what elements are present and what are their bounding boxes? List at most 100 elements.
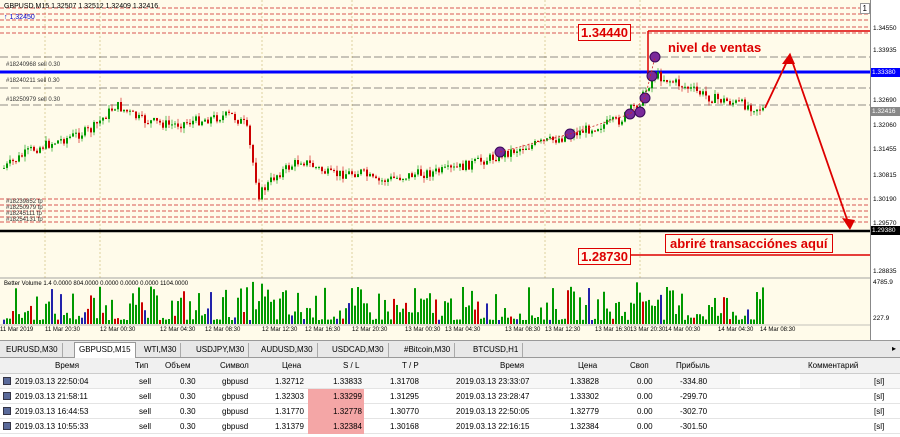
chart-canvas[interactable] xyxy=(0,0,900,340)
candle-body xyxy=(564,136,566,142)
table-row[interactable]: 1.33833 2019.03.13 22:50:04 sell 0.30 gbpusd… xyxy=(0,374,900,389)
candle-body xyxy=(651,79,653,89)
column-header[interactable]: Символ xyxy=(220,361,249,370)
trade-icon xyxy=(3,422,11,430)
volume-bar xyxy=(423,299,425,324)
volume-bar xyxy=(282,291,284,324)
table-row[interactable]: 1.32778 2019.03.13 16:44:53 sell 0.30 gbpusd… xyxy=(0,404,900,419)
column-header[interactable]: Цена xyxy=(282,361,302,370)
volume-bar xyxy=(759,299,761,324)
volume-bar xyxy=(693,317,695,324)
candle-body xyxy=(285,165,287,170)
candle-body xyxy=(24,149,26,157)
order-label: #18245111 tp xyxy=(6,211,42,217)
candle-body xyxy=(492,154,494,160)
volume-bar xyxy=(207,308,209,324)
candle-body xyxy=(588,125,590,134)
candle-body xyxy=(30,146,32,149)
candle-body xyxy=(600,128,602,130)
table-row[interactable]: 1.33299 2019.03.13 21:58:11 sell 0.30 gbpusd… xyxy=(0,389,900,404)
candle-body xyxy=(261,187,263,200)
volume-bar xyxy=(144,310,146,324)
candle-body xyxy=(759,109,761,111)
column-header[interactable]: Объем xyxy=(165,361,191,370)
volume-bar xyxy=(135,304,137,324)
tabs-scroll-icon[interactable]: ▸ xyxy=(891,344,896,353)
candle-body xyxy=(249,125,251,145)
tab-bitcoin[interactable]: #Bitcoin,M30 xyxy=(400,343,456,357)
volume-bar xyxy=(561,319,563,324)
stop-loss-cell: 1.33299 xyxy=(308,389,364,404)
candle-body xyxy=(54,143,56,145)
volume-bar xyxy=(369,312,371,324)
candle-body xyxy=(738,100,740,102)
column-header[interactable]: Тип xyxy=(135,361,149,370)
candle-body xyxy=(585,125,587,133)
tab-wti[interactable]: WTI,M30 xyxy=(140,343,182,357)
price-marker-current: 1.32416 xyxy=(871,107,900,116)
volume-bar xyxy=(573,291,575,324)
column-header[interactable]: Цена xyxy=(578,361,598,370)
tab-audusd[interactable]: AUDUSD,M30 xyxy=(257,343,318,357)
volume-bar xyxy=(630,302,632,324)
candle-body xyxy=(378,178,380,181)
volume-bar xyxy=(312,317,314,324)
table-row[interactable]: 1.32384 2019.03.13 10:55:33 sell 0.30 gbpusd… xyxy=(0,419,900,434)
tab-eurusd[interactable]: EURUSD,M30 xyxy=(2,343,63,357)
column-header[interactable]: Комментарий xyxy=(808,361,859,370)
price-chart[interactable]: GBPUSD,M15 1.32507 1.32512 1.32409 1.324… xyxy=(0,0,900,340)
volume-bar xyxy=(420,298,422,324)
volume-bar xyxy=(105,305,107,324)
blank-block xyxy=(740,419,800,433)
tab-usdcad[interactable]: USDCAD,M30 xyxy=(328,343,389,357)
order-label: #18240211 sell 0.30 xyxy=(6,78,60,84)
volume-bar xyxy=(120,319,122,324)
candle-body xyxy=(741,99,743,102)
candle-body xyxy=(162,122,164,128)
time-tick: 13 Mar 16:30 xyxy=(595,327,631,333)
volume-bar xyxy=(606,308,608,324)
price-cell: 1.31379 xyxy=(275,422,304,431)
column-header[interactable]: Время xyxy=(55,361,80,370)
volume-bar xyxy=(699,314,701,324)
candle-body xyxy=(705,91,707,96)
volume-bar xyxy=(63,315,65,324)
candle-body xyxy=(186,122,188,124)
volume-bar xyxy=(717,315,719,324)
candle-body xyxy=(414,174,416,178)
volume-bar xyxy=(237,297,239,324)
column-header[interactable]: T / P xyxy=(402,361,419,370)
price-axis[interactable]: 1.34550 1.33935 1.32690 1.32060 1.31455 … xyxy=(870,0,900,340)
volume-bar xyxy=(183,291,185,324)
candle-body xyxy=(240,118,242,124)
comment-cell: [sl] xyxy=(874,377,885,386)
tab-btcusd[interactable]: BTCUSD,H1 xyxy=(469,343,524,357)
candle-body xyxy=(432,171,434,177)
column-header[interactable]: S / L xyxy=(343,361,360,370)
candle-body xyxy=(318,167,320,169)
volume-bar xyxy=(429,293,431,324)
column-header[interactable]: Прибыль xyxy=(676,361,710,370)
symbol-cell: gbpusd xyxy=(222,407,249,416)
volume-bar xyxy=(603,291,605,324)
volume-bar xyxy=(357,287,359,324)
candle-body xyxy=(150,120,152,124)
chart-symbol-title: GBPUSD,M15 1.32507 1.32512 1.32409 1.324… xyxy=(4,3,159,10)
candle-body xyxy=(312,162,314,168)
candle-body xyxy=(342,170,344,179)
order-label: #18250979 sell 0.30 xyxy=(6,97,61,103)
volume-bar xyxy=(747,309,749,324)
candle-body xyxy=(462,163,464,171)
candle-body xyxy=(444,166,446,168)
candle-body xyxy=(255,162,257,183)
tab-usdjpy[interactable]: USDJPY,M30 xyxy=(192,343,250,357)
candle-body xyxy=(477,157,479,159)
volume-bar xyxy=(297,292,299,324)
candle-body xyxy=(132,110,134,112)
column-header[interactable]: Своп xyxy=(630,361,649,370)
chart-corner-button[interactable]: 1 xyxy=(859,3,870,14)
column-header[interactable]: Время xyxy=(500,361,525,370)
tab-gbpusd[interactable]: GBPUSD,M15 xyxy=(74,342,136,358)
volume-bar xyxy=(234,317,236,324)
candle-body xyxy=(168,120,170,125)
